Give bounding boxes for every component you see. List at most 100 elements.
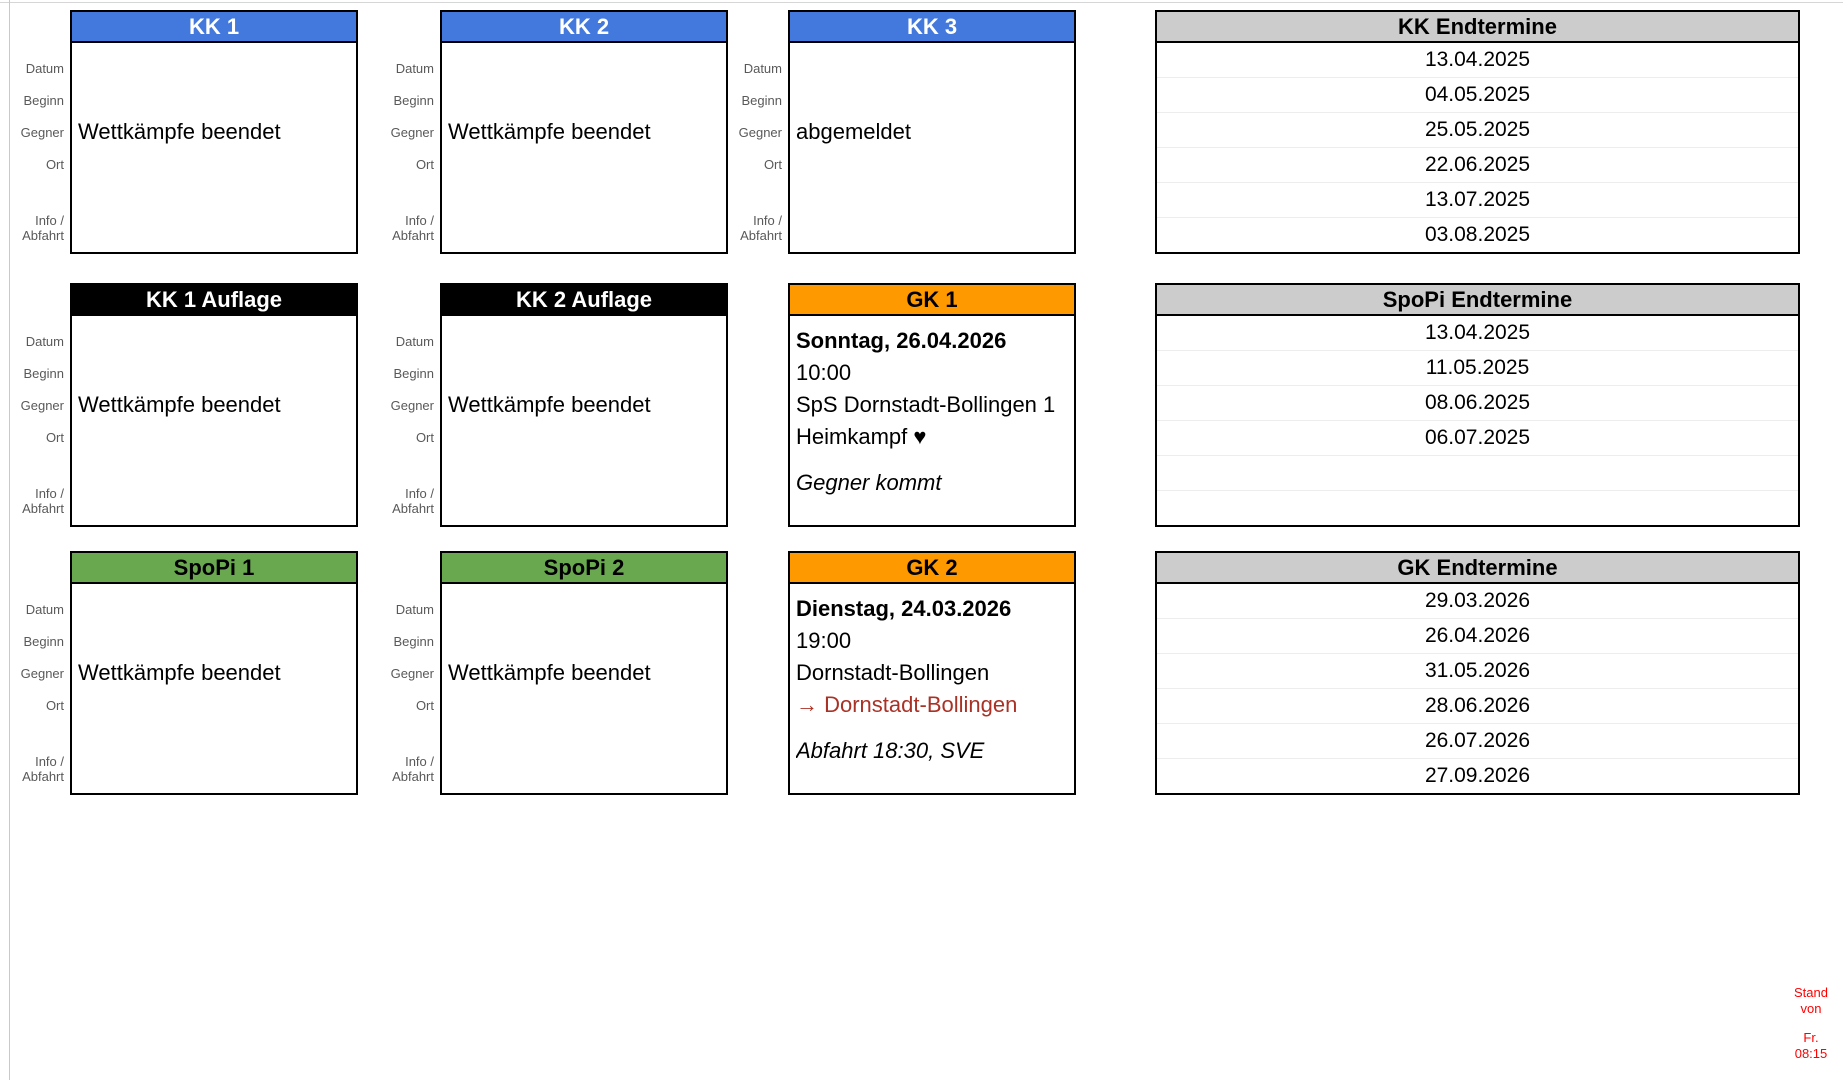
card-gk2: GK 2 Dienstag, 24.03.2026 19:00 Dornstad…: [788, 551, 1076, 795]
card-title-kk2-auflage: KK 2 Auflage: [440, 283, 728, 316]
gk2-datum: Dienstag, 24.03.2026: [796, 596, 1012, 621]
card-title-kk1-auflage: KK 1 Auflage: [70, 283, 358, 316]
stand-note: Stand von Fr. 08:15: [1782, 985, 1840, 1062]
row-label-ort: Ort: [415, 698, 434, 713]
card-kk2: Datum Beginn Gegner Ort Info / Abfahrt K…: [391, 10, 728, 254]
card-kk1: Datum Beginn Gegner Ort Info / Abfahrt K…: [21, 10, 358, 254]
card-body-kk2: Wettkämpfe beendet: [440, 43, 728, 254]
row-label-info-abfahrt: Info / Abfahrt: [740, 213, 782, 243]
table-title-gk-endtermine: GK Endtermine: [1155, 551, 1800, 584]
date-cell: 26.07.2026: [1157, 724, 1798, 759]
gk2-beginn: 19:00: [796, 628, 852, 653]
table-kk-endtermine: KK Endtermine 13.04.2025 04.05.2025 25.0…: [1155, 10, 1800, 254]
date-cell-empty: [1157, 456, 1798, 491]
stand-note-line: Fr.: [1803, 1030, 1819, 1045]
card-body-spopi2: Wettkämpfe beendet: [440, 584, 728, 795]
row-label-datum: Datum: [395, 602, 434, 617]
date-cell: 22.06.2025: [1157, 148, 1798, 183]
row-label-gegner: Gegner: [20, 666, 64, 681]
row-label-info-abfahrt: Info / Abfahrt: [392, 213, 434, 243]
gk1-datum: Sonntag, 26.04.2026: [796, 328, 1007, 353]
table-spopi-endtermine: SpoPi Endtermine 13.04.2025 11.05.2025 0…: [1155, 283, 1800, 527]
row-label-gegner: Gegner: [390, 398, 434, 413]
table-title-spopi-endtermine: SpoPi Endtermine: [1155, 283, 1800, 316]
date-cell: 13.04.2025: [1157, 316, 1798, 351]
row-label-datum: Datum: [25, 334, 64, 349]
status-text: abgemeldet: [796, 119, 911, 144]
row-label-gegner: Gegner: [738, 125, 782, 140]
table-body-spopi-endtermine: 13.04.2025 11.05.2025 08.06.2025 06.07.2…: [1155, 316, 1800, 527]
card-body-kk1-auflage: Wettkämpfe beendet: [70, 316, 358, 527]
card-title-kk3: KK 3: [788, 10, 1076, 43]
row-label-ort: Ort: [415, 430, 434, 445]
date-cell: 31.05.2026: [1157, 654, 1798, 689]
top-gridline: [0, 2, 1843, 3]
date-cell: 13.04.2025: [1157, 43, 1798, 78]
row-label-info-abfahrt: Info / Abfahrt: [22, 754, 64, 784]
table-title-kk-endtermine: KK Endtermine: [1155, 10, 1800, 43]
card-body-gk1: Sonntag, 26.04.2026 10:00 SpS Dornstadt-…: [788, 316, 1076, 527]
card-title-kk1: KK 1: [70, 10, 358, 43]
status-text: Wettkämpfe beendet: [78, 660, 281, 685]
row-label-info-abfahrt: Info / Abfahrt: [392, 754, 434, 784]
left-gridline: [9, 0, 10, 1080]
date-cell: 11.05.2025: [1157, 351, 1798, 386]
row-label-beginn: Beginn: [741, 93, 782, 108]
row-label-gegner: Gegner: [390, 666, 434, 681]
date-cell: 25.05.2025: [1157, 113, 1798, 148]
date-cell: 27.09.2026: [1424, 764, 1531, 787]
card-body-gk2: Dienstag, 24.03.2026 19:00 Dornstadt-Bol…: [788, 584, 1076, 795]
table-body-kk-endtermine: 13.04.2025 04.05.2025 25.05.2025 22.06.2…: [1155, 43, 1800, 254]
table-body-gk-endtermine: 29.03.2026 26.04.2026 31.05.2026 28.06.2…: [1155, 584, 1800, 795]
card-gk1: GK 1 Sonntag, 26.04.2026 10:00 SpS Dorns…: [788, 283, 1076, 527]
date-cell: 13.07.2025: [1157, 183, 1798, 218]
card-body-kk3: abgemeldet: [788, 43, 1076, 254]
gk1-beginn: 10:00: [796, 360, 852, 385]
status-text: Wettkämpfe beendet: [448, 660, 651, 685]
date-cell: 03.08.2025: [1424, 223, 1531, 246]
row-label-beginn: Beginn: [393, 366, 434, 381]
row-label-beginn: Beginn: [393, 93, 434, 108]
row-label-datum: Datum: [25, 602, 64, 617]
status-text: Wettkämpfe beendet: [78, 392, 281, 417]
card-kk2-auflage: Datum Beginn Gegner Ort Info / Abfahrt K…: [391, 283, 728, 527]
gk1-gegner: SpS Dornstadt-Bollingen 1: [796, 392, 1056, 417]
gk1-ort: Heimkampf ♥: [796, 424, 927, 449]
date-cell: 06.07.2025: [1157, 421, 1798, 456]
gk1-info: Gegner kommt: [796, 470, 942, 495]
row-label-beginn: Beginn: [23, 93, 64, 108]
row-label-gegner: Gegner: [20, 398, 64, 413]
row-label-beginn: Beginn: [23, 366, 64, 381]
card-spopi2: Datum Beginn Gegner Ort Info / Abfahrt S…: [391, 551, 728, 795]
gk2-info: Abfahrt 18:30, SVE: [796, 738, 985, 763]
row-label-beginn: Beginn: [23, 634, 64, 649]
row-label-ort: Ort: [763, 157, 782, 172]
status-text: Wettkämpfe beendet: [448, 392, 651, 417]
row-label-ort: Ort: [45, 430, 64, 445]
card-kk3: Datum Beginn Gegner Ort Info / Abfahrt K…: [739, 10, 1076, 254]
card-title-kk2: KK 2: [440, 10, 728, 43]
date-cell: 04.05.2025: [1157, 78, 1798, 113]
row-label-gegner: Gegner: [20, 125, 64, 140]
row-label-datum: Datum: [743, 61, 782, 76]
gk2-ort-highlight: → Dornstadt-Bollingen: [796, 692, 1018, 717]
card-title-gk2: GK 2: [788, 551, 1076, 584]
table-gk-endtermine: GK Endtermine 29.03.2026 26.04.2026 31.0…: [1155, 551, 1800, 795]
card-spopi1: Datum Beginn Gegner Ort Info / Abfahrt S…: [21, 551, 358, 795]
row-label-ort: Ort: [415, 157, 434, 172]
row-label-info-abfahrt: Info / Abfahrt: [22, 486, 64, 516]
row-label-gegner: Gegner: [390, 125, 434, 140]
row-label-datum: Datum: [395, 61, 434, 76]
card-title-gk1: GK 1: [788, 283, 1076, 316]
row-label-info-abfahrt: Info / Abfahrt: [22, 213, 64, 243]
stand-note-line: Stand: [1794, 985, 1828, 1000]
date-cell: 08.06.2025: [1157, 386, 1798, 421]
stand-note-line: von: [1800, 1001, 1822, 1016]
card-body-kk2-auflage: Wettkämpfe beendet: [440, 316, 728, 527]
stand-note-line: 08:15: [1794, 1046, 1828, 1061]
date-cell: 26.04.2026: [1157, 619, 1798, 654]
date-cell-empty: [1157, 491, 1798, 525]
card-title-spopi1: SpoPi 1: [70, 551, 358, 584]
row-label-datum: Datum: [25, 61, 64, 76]
